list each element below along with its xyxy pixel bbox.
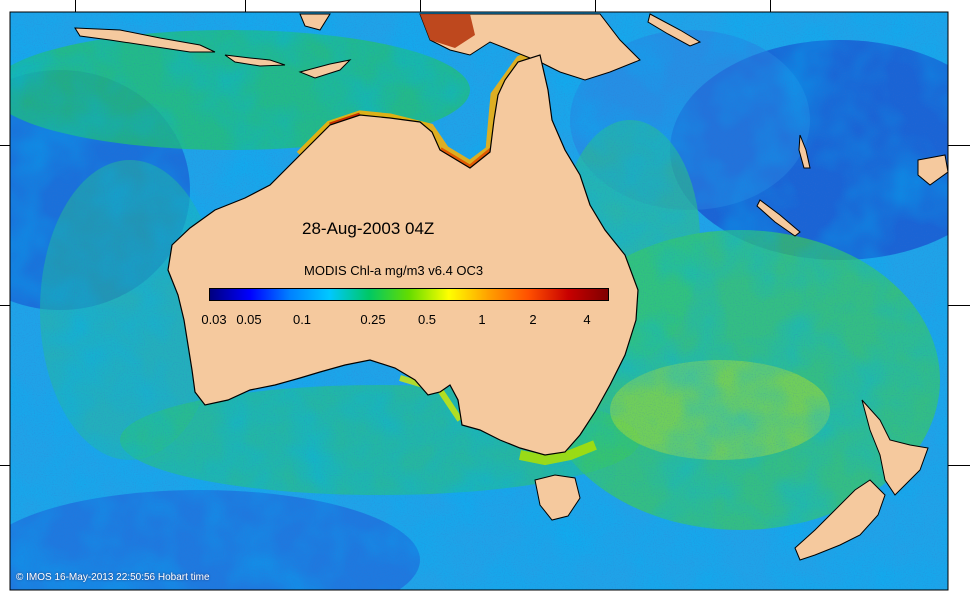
land-sulawesi (299, 13, 331, 31)
land-lesser-sunda (224, 54, 286, 67)
frame-tick-left (0, 145, 10, 146)
frame-tick-right (948, 305, 970, 306)
colorbar-tick-label: 0.05 (236, 312, 262, 327)
land-solomons (647, 13, 702, 47)
colorbar-tick-label: 1 (478, 312, 486, 327)
colorbar-tick-label: 0.1 (292, 312, 312, 327)
colorbar-tick-label: 2 (529, 312, 537, 327)
land-java (74, 27, 216, 53)
frame-tick-top (770, 0, 771, 12)
frame-tick-top (420, 0, 421, 12)
frame-tick-left (0, 305, 10, 306)
colorbar-gradient (209, 288, 609, 301)
land-fiji (917, 154, 949, 186)
frame-tick-top (595, 0, 596, 12)
colorbar-title: MODIS Chl-a mg/m3 v6.4 OC3 (304, 263, 484, 278)
land-nz-north (861, 399, 929, 496)
credit-text: © IMOS 16-May-2013 22:50:56 Hobart time (16, 572, 210, 583)
frame-tick-left (0, 465, 10, 466)
frame-tick-right (948, 145, 970, 146)
frame-tick-right (948, 465, 970, 466)
date-label: 28-Aug-2003 04Z (302, 219, 435, 238)
land-new-caledonia (756, 199, 801, 237)
land-nz-south (794, 479, 886, 561)
colorbar-tick-label: 0.03 (201, 312, 227, 327)
land-vanuatu (798, 134, 811, 169)
colorbar-tick-label: 4 (583, 312, 591, 327)
frame-tick-top (245, 0, 246, 12)
new-guinea-highlands (420, 14, 475, 48)
land-timor (298, 59, 352, 79)
coastal-fringe-bass (519, 440, 597, 466)
map-frame (9, 11, 949, 591)
land-new-guinea (419, 13, 641, 81)
land-tasmania (534, 474, 581, 521)
colorbar-tick-label: 0.25 (360, 312, 386, 327)
land-australia (167, 54, 639, 456)
colorbar-tick-label: 0.5 (417, 312, 437, 327)
frame-tick-top (75, 0, 76, 12)
